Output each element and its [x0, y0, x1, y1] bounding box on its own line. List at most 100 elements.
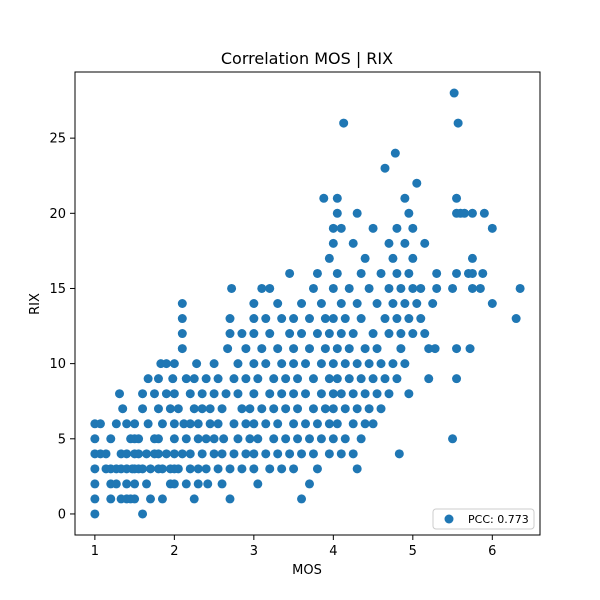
scatter-point	[130, 494, 140, 504]
scatter-point	[269, 404, 279, 414]
scatter-point	[467, 268, 477, 278]
scatter-point	[261, 449, 271, 459]
scatter-point	[388, 253, 398, 263]
scatter-point	[249, 449, 259, 459]
scatter-point	[90, 479, 100, 489]
scatter-point	[332, 193, 342, 203]
scatter-point	[352, 404, 362, 414]
scatter-point	[376, 404, 386, 414]
scatter-point	[225, 329, 235, 339]
scatter-point	[424, 344, 434, 354]
scatter-point	[193, 434, 203, 444]
scatter-point	[217, 479, 227, 489]
scatter-point	[392, 374, 402, 384]
x-tick-label: 3	[250, 544, 258, 559]
scatter-point	[364, 283, 374, 293]
scatter-point	[138, 464, 148, 474]
scatter-point	[396, 344, 406, 354]
scatter-point	[233, 389, 243, 399]
scatter-point	[289, 389, 299, 399]
scatter-point	[380, 314, 390, 324]
scatter-point	[332, 268, 342, 278]
scatter-point	[229, 419, 239, 429]
scatter-point	[412, 299, 422, 308]
scatter-point	[233, 434, 243, 444]
scatter-point	[177, 344, 187, 354]
scatter-point	[332, 344, 342, 354]
scatter-point	[364, 404, 374, 414]
scatter-point	[281, 404, 291, 414]
scatter-point	[219, 434, 229, 444]
scatter-point	[269, 374, 279, 384]
scatter-point	[388, 299, 398, 308]
scatter-point	[467, 208, 477, 218]
scatter-point	[384, 329, 394, 339]
scatter-point	[324, 419, 334, 429]
scatter-point	[328, 283, 338, 293]
scatter-point	[408, 223, 418, 233]
scatter-point	[149, 389, 159, 399]
scatter-point	[201, 464, 211, 474]
scatter-point	[90, 494, 100, 504]
scatter-point	[189, 374, 199, 384]
scatter-point	[173, 404, 183, 414]
scatter-point	[332, 419, 342, 429]
scatter-point	[253, 434, 263, 444]
scatter-point	[328, 314, 338, 324]
scatter-point	[452, 374, 462, 384]
scatter-point	[161, 359, 171, 369]
scatter-point	[360, 419, 370, 429]
scatter-point	[316, 434, 326, 444]
scatter-point	[261, 419, 271, 429]
scatter-point	[241, 374, 251, 384]
scatter-point	[217, 404, 227, 414]
scatter-point	[115, 389, 125, 399]
scatter-point	[225, 494, 235, 504]
scatter-point	[193, 464, 203, 474]
scatter-point	[90, 509, 100, 519]
scatter-point	[356, 314, 366, 324]
scatter-point	[356, 434, 366, 444]
scatter-point	[297, 494, 307, 504]
scatter-point	[452, 344, 462, 354]
scatter-point	[420, 238, 430, 248]
scatter-point	[368, 374, 378, 384]
scatter-point	[412, 178, 422, 188]
scatter-point	[157, 494, 167, 504]
scatter-point	[487, 299, 497, 308]
scatter-point	[221, 389, 231, 399]
scatter-point	[356, 268, 366, 278]
scatter-point	[122, 419, 132, 429]
scatter-point	[193, 479, 203, 489]
scatter-point	[289, 314, 299, 324]
scatter-point	[352, 299, 362, 308]
scatter-point	[134, 434, 144, 444]
scatter-point	[339, 118, 349, 128]
scatter-point	[277, 389, 287, 399]
scatter-point	[138, 404, 148, 414]
scatter-point	[209, 449, 219, 459]
scatter-point	[336, 329, 346, 339]
scatter-point	[130, 419, 140, 429]
scatter-point	[289, 359, 299, 369]
scatter-point	[319, 193, 329, 203]
scatter-point	[360, 389, 370, 399]
scatter-point	[304, 434, 314, 444]
x-tick-label: 2	[170, 544, 178, 559]
scatter-point	[169, 479, 179, 489]
scatter-point	[185, 389, 195, 399]
scatter-point	[352, 359, 362, 369]
y-tick-label: 10	[49, 357, 66, 372]
scatter-point	[185, 419, 195, 429]
scatter-point	[213, 374, 223, 384]
scatter-point	[475, 283, 485, 293]
scatter-point	[249, 329, 259, 339]
scatter-point	[324, 449, 334, 459]
scatter-point	[380, 374, 390, 384]
y-tick-label: 15	[49, 282, 66, 297]
scatter-point	[90, 464, 100, 474]
scatter-point	[340, 359, 350, 369]
scatter-point	[400, 359, 410, 369]
scatter-point	[193, 419, 203, 429]
scatter-point	[348, 449, 358, 459]
